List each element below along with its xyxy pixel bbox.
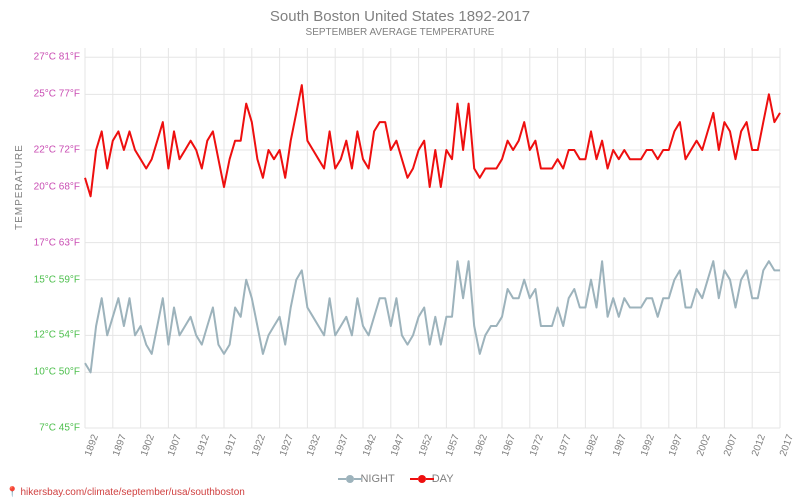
plot-svg [85, 48, 780, 428]
y-tick-label: 20°C 68°F [10, 182, 80, 193]
x-tick-label: 1982 [583, 433, 601, 458]
legend-item-night: NIGHT [346, 473, 394, 485]
legend-marker-day [418, 475, 426, 483]
y-tick-label: 22°C 72°F [10, 144, 80, 155]
x-tick-label: 1977 [556, 433, 574, 458]
x-tick-label: 1942 [361, 433, 379, 458]
footer-text: hikersbay.com/climate/september/usa/sout… [20, 487, 244, 498]
y-tick-label: 17°C 63°F [10, 237, 80, 248]
x-tick-label: 1902 [139, 433, 157, 458]
x-tick-label: 1967 [500, 433, 518, 458]
x-tick-label: 1932 [305, 433, 323, 458]
legend-item-day: DAY [418, 473, 454, 485]
x-tick-label: 1897 [111, 433, 129, 458]
x-tick-label: 1997 [667, 433, 685, 458]
location-pin-icon: 📍 [6, 487, 18, 498]
x-tick-label: 1892 [83, 433, 101, 458]
y-tick-label: 7°C 45°F [10, 423, 80, 434]
x-tick-label: 1962 [472, 433, 490, 458]
y-tick-label: 25°C 77°F [10, 89, 80, 100]
x-tick-label: 1922 [250, 433, 268, 458]
x-tick-label: 1957 [444, 433, 462, 458]
y-tick-label: 27°C 81°F [10, 52, 80, 63]
x-tick-label: 2002 [695, 433, 713, 458]
y-tick-label: 15°C 59°F [10, 274, 80, 285]
x-tick-label: 2017 [778, 433, 796, 458]
legend-label-night: NIGHT [360, 473, 394, 485]
x-tick-label: 1912 [194, 433, 212, 458]
x-tick-label: 1972 [528, 433, 546, 458]
chart-title: South Boston United States 1892-2017 [0, 0, 800, 25]
legend: NIGHT DAY [0, 473, 800, 486]
x-tick-label: 1917 [222, 433, 240, 458]
x-tick-label: 1952 [417, 433, 435, 458]
legend-label-day: DAY [432, 473, 454, 485]
chart-container: South Boston United States 1892-2017 SEP… [0, 0, 800, 500]
x-tick-label: 1907 [166, 433, 184, 458]
plot-area [85, 48, 780, 428]
chart-subtitle: SEPTEMBER AVERAGE TEMPERATURE [0, 25, 800, 38]
x-tick-label: 1937 [333, 433, 351, 458]
y-tick-label: 12°C 54°F [10, 330, 80, 341]
x-tick-label: 2007 [722, 433, 740, 458]
x-tick-label: 1927 [278, 433, 296, 458]
x-tick-label: 2012 [750, 433, 768, 458]
x-tick-label: 1987 [611, 433, 629, 458]
legend-marker-night [346, 475, 354, 483]
x-tick-label: 1992 [639, 433, 657, 458]
footer-attribution: 📍hikersbay.com/climate/september/usa/sou… [6, 487, 245, 498]
x-tick-label: 1947 [389, 433, 407, 458]
y-tick-label: 10°C 50°F [10, 367, 80, 378]
